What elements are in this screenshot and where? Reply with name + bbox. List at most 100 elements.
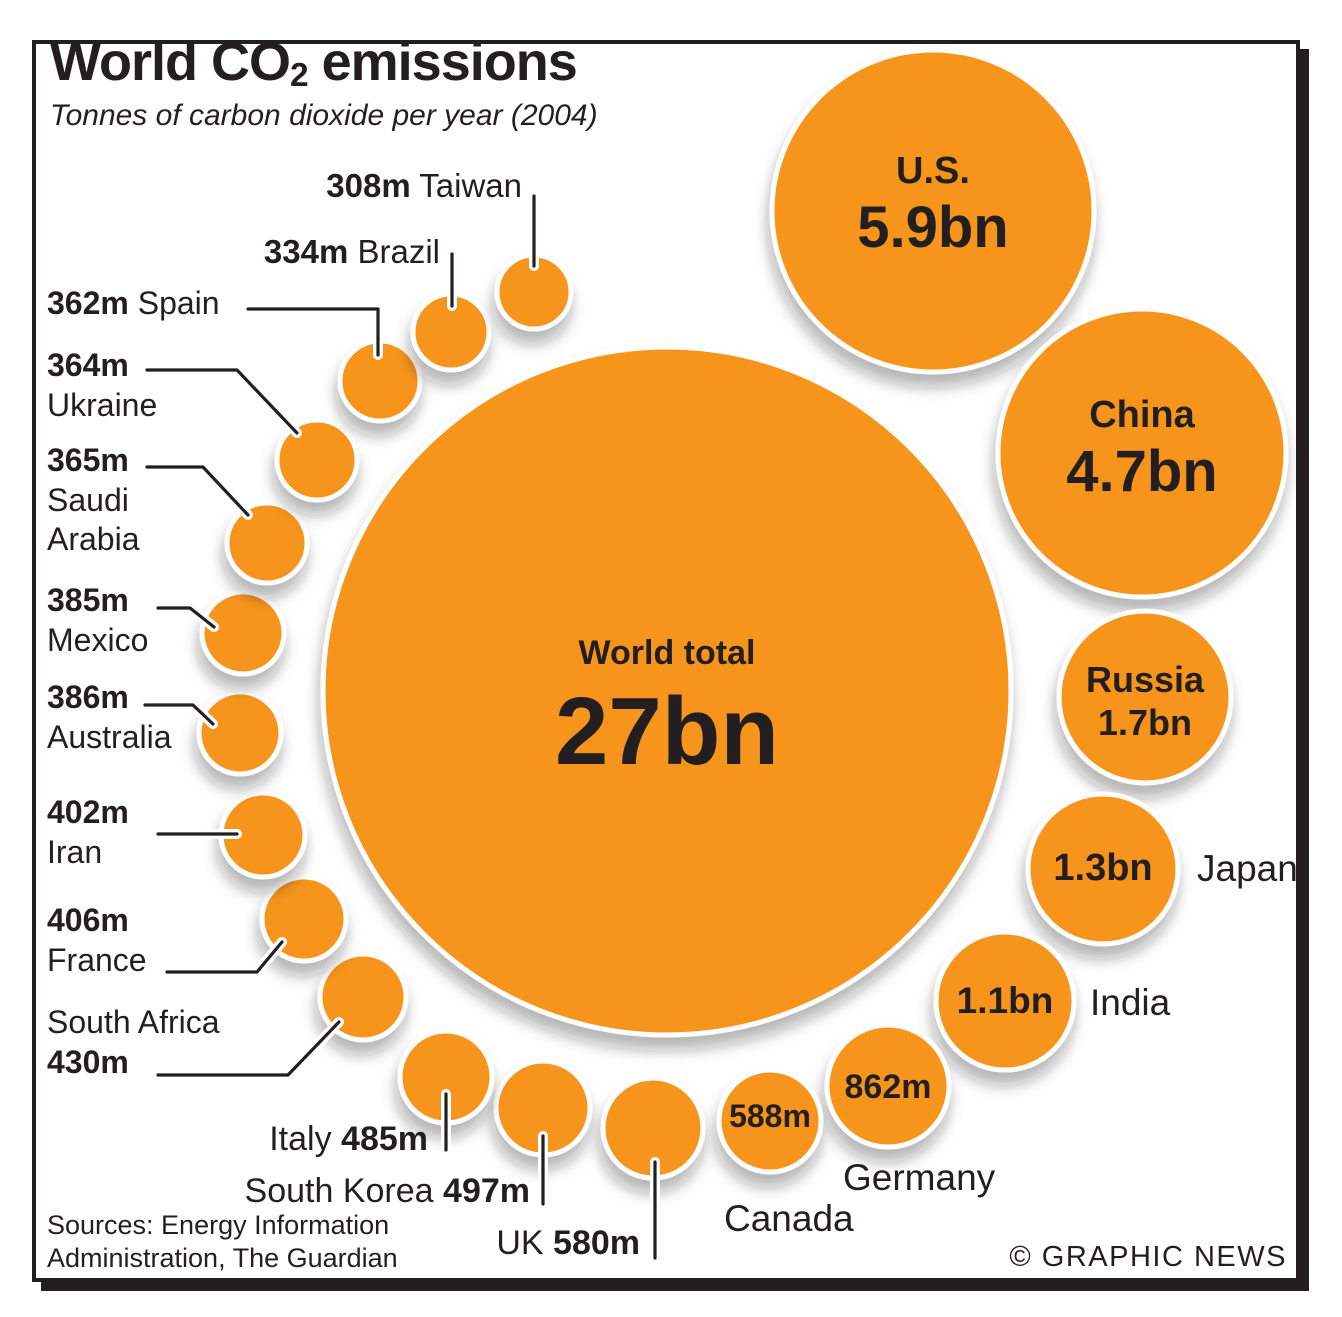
india-name-label: India (1090, 982, 1171, 1023)
leader-line-mexico (156, 606, 216, 629)
bubble-label-japan: 1.3bn (1028, 794, 1178, 944)
leader-line-southafrica (156, 1020, 341, 1077)
spain-value-label: 362m (47, 285, 129, 321)
uk-value-label: 580m (553, 1224, 640, 1262)
callout-label-india: India (1090, 980, 1170, 1026)
taiwan-name-label: Taiwan (419, 167, 522, 204)
canada-value-label: 588m (729, 1098, 811, 1135)
ukraine-value-label: 364m (47, 347, 129, 383)
japan-name-label: Japan (1197, 848, 1298, 889)
saudi-name-label: Arabia (47, 521, 140, 558)
us-value-label: 5.9bn (857, 194, 1009, 260)
bubble-australia (196, 689, 284, 777)
bubble-china (995, 306, 1289, 600)
bubble-russia (1056, 608, 1234, 786)
canada-name-label: Canada (724, 1198, 854, 1239)
leader-line-france (165, 940, 284, 974)
callout-label-italy: Italy 485m (269, 1118, 428, 1160)
callout-label-australia: 386m Australia (47, 678, 172, 757)
bubble-us (769, 47, 1097, 375)
callout-label-france: 406m France (47, 901, 147, 980)
callout-label-southkorea: South Korea 497m (245, 1170, 530, 1212)
world-value-label: 27bn (554, 677, 780, 785)
callout-label-southafrica: South Africa 430m (47, 1003, 220, 1082)
italy-value-label: 485m (341, 1120, 428, 1158)
southkorea-name-label: South Korea (244, 1172, 434, 1210)
callout-label-uk: UK 580m (496, 1222, 640, 1264)
france-value-label: 406m (47, 902, 129, 938)
bubble-japan (1025, 791, 1181, 947)
spain-name-label: Spain (137, 285, 220, 321)
iran-name-label: Iran (47, 833, 103, 870)
bubble-ukraine (274, 417, 360, 503)
leader-lines-layer (140, 191, 660, 1263)
callout-label-brazil: 334m Brazil (264, 232, 440, 273)
frame-border (32, 40, 1300, 1282)
australia-value-label: 386m (47, 679, 129, 715)
southkorea-value-label: 497m (443, 1172, 530, 1210)
brazil-name-label: Brazil (357, 233, 440, 270)
uk-name-label: UK (496, 1224, 544, 1262)
bubble-label-us: U.S. 5.9bn (772, 44, 1094, 366)
bubble-mexico (199, 589, 287, 677)
callout-label-mexico: 385m Mexico (47, 581, 148, 660)
callout-label-saudi: 365m Saudi Arabia (47, 441, 140, 560)
copyright-credit: © GRAPHIC NEWS (1009, 1241, 1287, 1273)
callout-label-iran: 402m Iran (47, 793, 129, 872)
ukraine-name-label: Ukraine (47, 386, 158, 423)
callout-label-spain: 362m Spain (47, 284, 220, 324)
page-title: World CO2 emissions (50, 32, 578, 94)
southafrica-value-label: 430m (47, 1043, 129, 1080)
southafrica-name-label: South Africa (47, 1004, 220, 1040)
circles-layer (196, 47, 1289, 1181)
world-name-label: World total (578, 634, 756, 673)
china-name-label: China (1089, 394, 1195, 437)
germany-name-label: Germany (843, 1157, 996, 1198)
mexico-value-label: 385m (47, 582, 129, 618)
bubble-label-china: China 4.7bn (998, 305, 1286, 593)
leader-line-australia (143, 703, 215, 726)
india-value-label: 1.1bn (956, 979, 1054, 1021)
title-subscript: 2 (289, 56, 309, 94)
bubble-germany (824, 1022, 952, 1150)
russia-value-label: 1.7bn (1097, 702, 1193, 743)
russia-name-label: Russia (1085, 658, 1205, 700)
callout-label-ukraine: 364m Ukraine (47, 346, 157, 425)
bubble-label-germany: 862m (827, 1027, 949, 1149)
callout-label-taiwan: 308m Taiwan (326, 166, 522, 207)
taiwan-value-label: 308m (326, 167, 411, 204)
saudi-value-label: 365m (47, 442, 129, 478)
sources-line-2: Administration, The Guardian (47, 1243, 398, 1274)
leader-line-saudi (145, 465, 250, 517)
callout-label-canada: Canada (724, 1196, 854, 1242)
italy-name-label: Italy (269, 1120, 332, 1158)
iran-value-label: 402m (47, 794, 129, 830)
bubble-label-canada: 588m (719, 1066, 821, 1168)
brazil-value-label: 334m (263, 233, 349, 270)
france-name-label: France (47, 941, 147, 978)
japan-value-label: 1.3bn (1053, 847, 1153, 890)
us-name-label: U.S. (896, 150, 970, 193)
header: World CO2 emissions Tonnes of carbon dio… (50, 34, 598, 133)
callout-label-japan: Japan (1197, 846, 1298, 892)
sources-line-1: Sources: Energy Information (47, 1210, 390, 1240)
page-subtitle: Tonnes of carbon dioxide per year (2004) (50, 98, 598, 132)
germany-value-label: 862m (844, 1068, 932, 1107)
bubble-label-india: 1.1bn (936, 932, 1074, 1070)
bubble-label-world: World total 27bn (323, 365, 1011, 1053)
mexico-name-label: Mexico (47, 621, 149, 658)
callout-label-germany: Germany (843, 1155, 995, 1201)
bubble-canada (716, 1067, 824, 1175)
sources-note: Sources: Energy Information Administrati… (47, 1209, 398, 1275)
bubble-label-russia: Russia 1.7bn (1059, 615, 1231, 787)
leader-line-ukraine (145, 368, 299, 435)
saudi-name-label: Saudi (47, 481, 129, 518)
bubble-saudi (224, 500, 310, 586)
australia-name-label: Australia (47, 718, 172, 755)
leader-line-spain (246, 307, 380, 357)
bubble-india (933, 929, 1077, 1073)
china-value-label: 4.7bn (1066, 438, 1218, 504)
